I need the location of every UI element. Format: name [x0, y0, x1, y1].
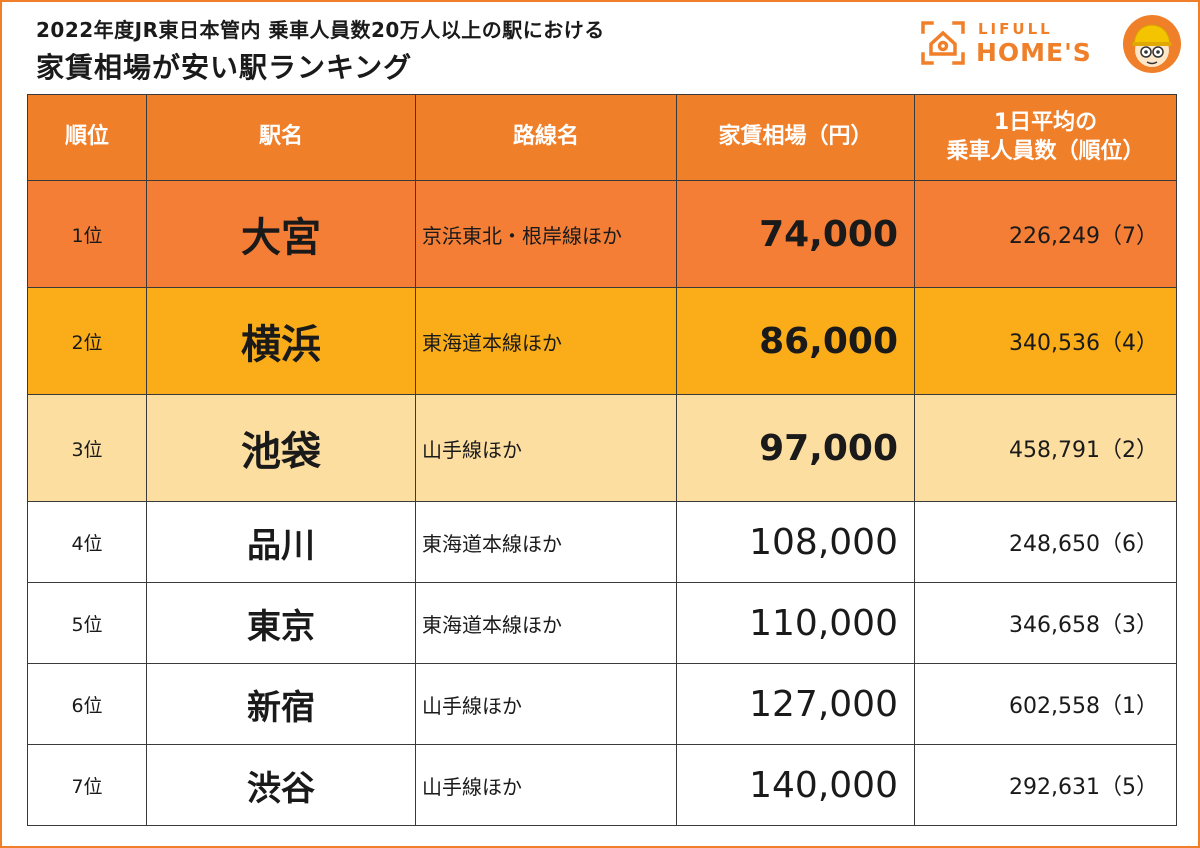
riders-cell: 458,791（2）	[914, 394, 1177, 502]
rent-cell: 127,000	[676, 663, 915, 745]
station-cell: 大宮	[146, 180, 416, 288]
logo-text-lifull: LIFULL	[978, 20, 1053, 38]
riders-cell: 346,658（3）	[914, 582, 1177, 664]
rank-cell: 1位	[27, 180, 147, 288]
column-header-rank: 順位	[27, 94, 147, 181]
line-cell: 東海道本線ほか	[415, 501, 677, 583]
line-cell: 東海道本線ほか	[415, 287, 677, 395]
table-row: 1位 大宮 京浜東北・根岸線ほか 74,000 226,249（7）	[27, 180, 1177, 288]
logo-text-homes: HOME'S	[976, 38, 1092, 67]
riders-cell: 602,558（1）	[914, 663, 1177, 745]
riders-cell: 292,631（5）	[914, 744, 1177, 826]
line-cell: 東海道本線ほか	[415, 582, 677, 664]
riders-cell: 248,650（6）	[914, 501, 1177, 583]
mascot-icon	[1123, 15, 1181, 73]
rank-cell: 5位	[27, 582, 147, 664]
rent-cell: 74,000	[676, 180, 915, 288]
column-header-riders-line1: 1日平均の	[993, 109, 1098, 135]
station-cell: 新宿	[146, 663, 416, 745]
station-cell: 品川	[146, 501, 416, 583]
brand-logo: LIFULL HOME'S	[920, 16, 1120, 72]
column-header-riders-line2: 乗車人員数（順位）	[946, 138, 1145, 164]
rank-cell: 6位	[27, 663, 147, 745]
table-row: 4位 品川 東海道本線ほか 108,000 248,650（6）	[27, 501, 1177, 583]
ranking-table: 順位 駅名 路線名 家賃相場（円） 1日平均の 乗車人員数（順位） 1位 大宮 …	[27, 94, 1177, 826]
table-row: 2位 横浜 東海道本線ほか 86,000 340,536（4）	[27, 287, 1177, 395]
rank-cell: 7位	[27, 744, 147, 826]
column-header-line: 路線名	[415, 94, 677, 181]
table-row: 7位 渋谷 山手線ほか 140,000 292,631（5）	[27, 744, 1177, 826]
station-cell: 渋谷	[146, 744, 416, 826]
line-cell: 山手線ほか	[415, 394, 677, 502]
page-title: 家賃相場が安い駅ランキング	[36, 51, 413, 84]
rank-cell: 2位	[27, 287, 147, 395]
table-header-row: 順位 駅名 路線名 家賃相場（円） 1日平均の 乗車人員数（順位）	[27, 94, 1177, 181]
riders-cell: 226,249（7）	[914, 180, 1177, 288]
rent-cell: 140,000	[676, 744, 915, 826]
table-row: 5位 東京 東海道本線ほか 110,000 346,658（3）	[27, 582, 1177, 664]
rank-cell: 4位	[27, 501, 147, 583]
station-cell: 横浜	[146, 287, 416, 395]
riders-cell: 340,536（4）	[914, 287, 1177, 395]
page-subtitle: 2022年度JR東日本管内 乗車人員数20万人以上の駅における	[36, 18, 605, 42]
station-cell: 東京	[146, 582, 416, 664]
house-icon	[921, 21, 965, 65]
column-header-rent: 家賃相場（円）	[676, 94, 915, 181]
table-row: 3位 池袋 山手線ほか 97,000 458,791（2）	[27, 394, 1177, 502]
rent-cell: 108,000	[676, 501, 915, 583]
column-header-station: 駅名	[146, 94, 416, 181]
rent-cell: 97,000	[676, 394, 915, 502]
line-cell: 山手線ほか	[415, 663, 677, 745]
line-cell: 京浜東北・根岸線ほか	[415, 180, 677, 288]
column-header-riders: 1日平均の 乗車人員数（順位）	[914, 94, 1177, 181]
rank-cell: 3位	[27, 394, 147, 502]
rent-cell: 86,000	[676, 287, 915, 395]
rent-cell: 110,000	[676, 582, 915, 664]
table-row: 6位 新宿 山手線ほか 127,000 602,558（1）	[27, 663, 1177, 745]
line-cell: 山手線ほか	[415, 744, 677, 826]
station-cell: 池袋	[146, 394, 416, 502]
